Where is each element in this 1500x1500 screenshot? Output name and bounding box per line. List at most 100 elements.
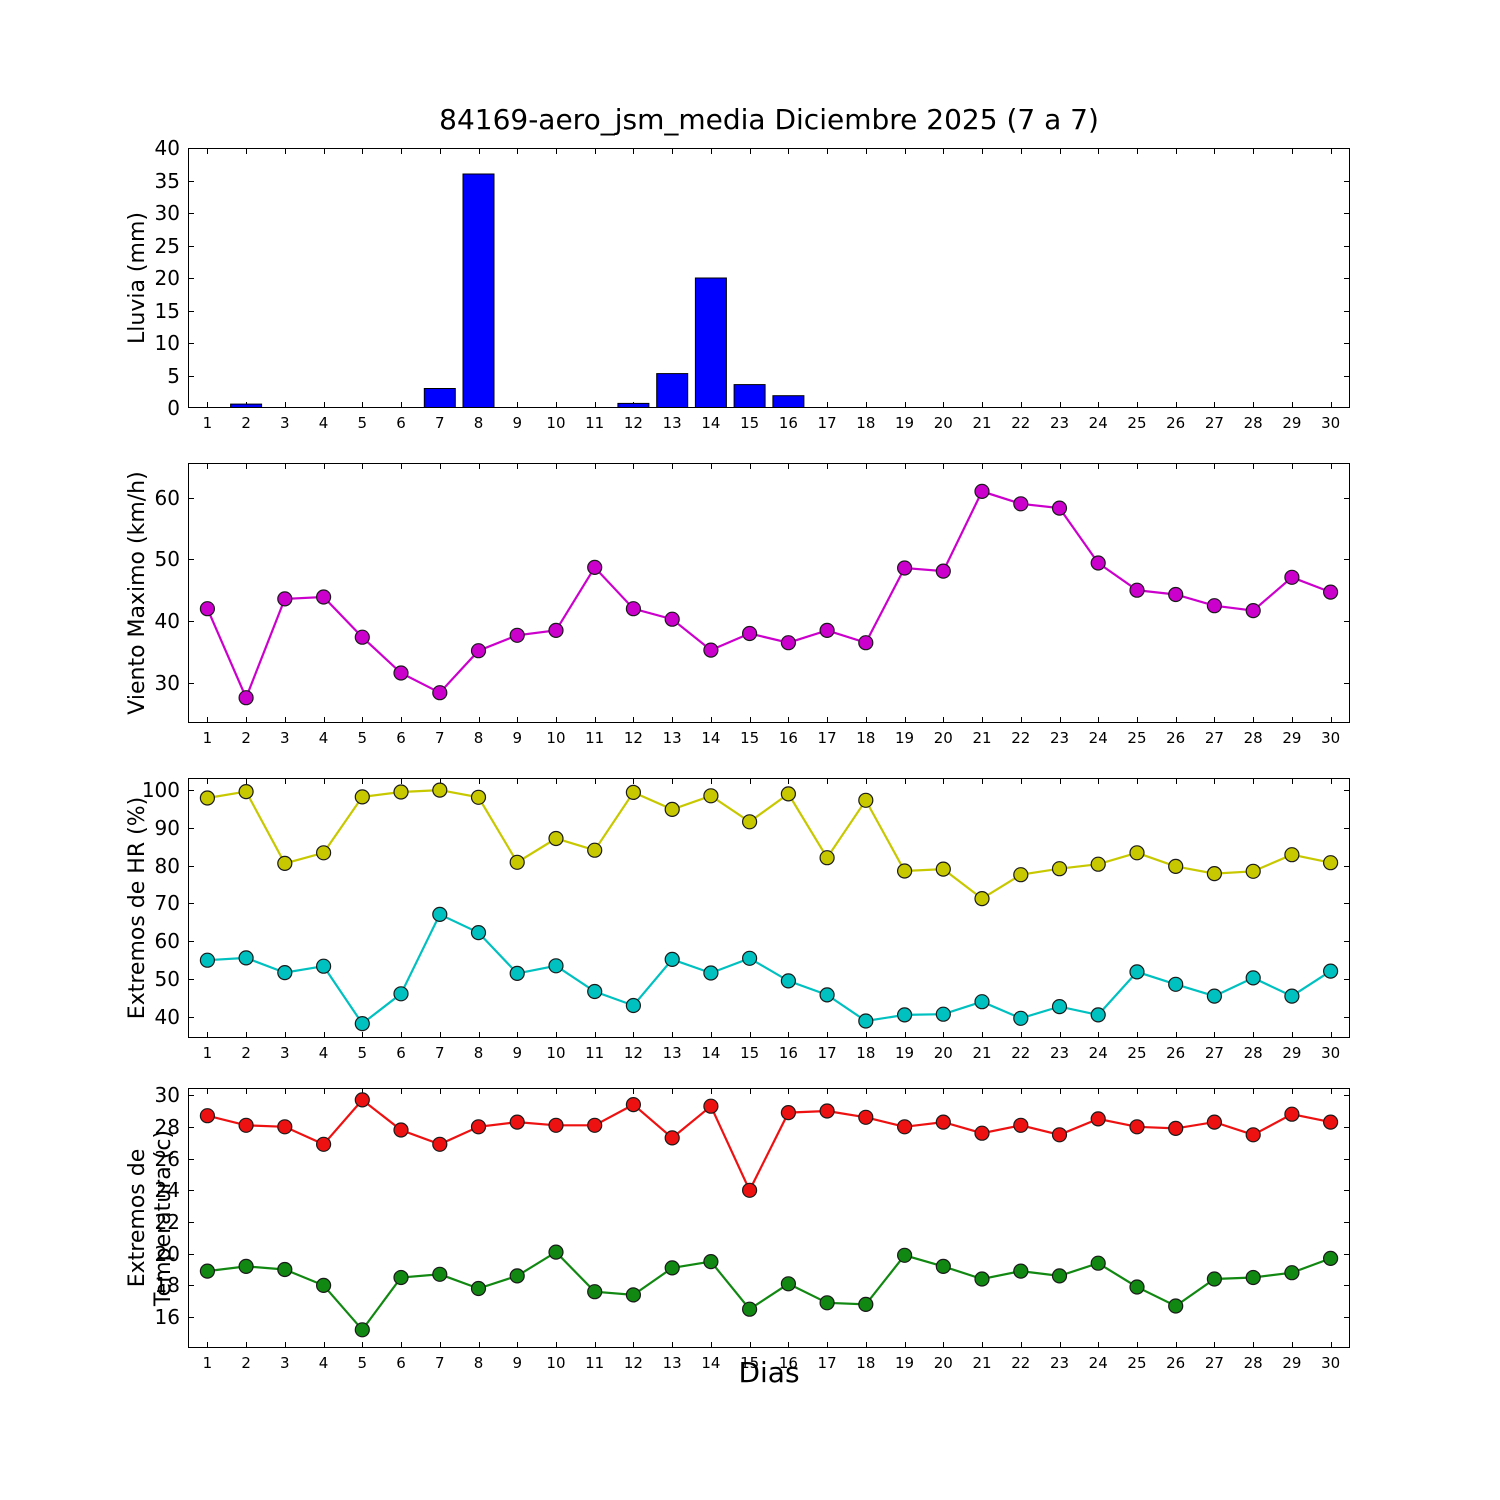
y-tick-label: 5 [167,363,180,388]
viento-maximo-point [741,625,758,642]
hr-max-point [393,784,409,800]
x-tick-label: 15 [740,1354,760,1372]
extremos-hr-canvas [188,778,1350,1038]
x-tick-label: 28 [1243,414,1263,432]
temp-min-point [199,1263,215,1279]
x-axis-label: Dias [738,1356,800,1389]
temp-min-point [1013,1263,1029,1279]
hr-max-point [1245,863,1261,879]
temp-min-point [625,1287,641,1303]
tick-marks [188,148,1350,408]
temp-min-point [509,1268,525,1284]
x-tick-label: 5 [357,729,368,747]
x-tick-label: 24 [1088,1354,1108,1372]
temp-max-point [1013,1117,1029,1133]
x-tick-label: 18 [856,414,876,432]
x-tick-label: 14 [701,729,721,747]
temp-max-point [703,1098,719,1114]
hr-min-point [1284,988,1300,1004]
viento-maximo-point [1090,555,1106,571]
lluvia-bar [733,384,766,408]
x-tick-label: 19 [895,729,915,747]
x-tick-label: 4 [318,1044,329,1062]
x-tick-label: 29 [1282,729,1302,747]
y-tick-label: 20 [154,266,180,290]
x-tick-label: 9 [512,1354,522,1372]
x-tick-label: 9 [512,414,522,432]
y-tick-label: 22 [154,1209,180,1234]
y-tick-label: 28 [154,1114,180,1139]
x-tick-label: 20 [933,1044,953,1062]
temp-max-point [393,1122,409,1138]
hr-max-point [277,855,293,872]
viento-maximo-point [703,642,719,658]
temp-max-point [896,1119,913,1135]
hr-max-point [470,789,487,805]
lluvia-bar [230,403,263,408]
temp-min-point [548,1244,564,1260]
viento-maximo-point [548,622,564,638]
x-tick-label: 4 [318,729,329,747]
hr-max-point [316,845,332,861]
x-tick-label: 30 [1321,1044,1341,1062]
hr-max-point [199,790,215,806]
x-tick-label: 4 [318,1354,329,1372]
x-tick-label: 8 [473,729,484,747]
viento-maximo-point [432,685,448,701]
hr-max-point [1051,861,1068,877]
viento-maximo-point [199,601,215,617]
x-tick-label: 13 [662,1354,682,1372]
x-tick-label: 13 [662,729,682,747]
hr-max-point [1013,867,1029,883]
x-tick-label: 14 [701,414,721,432]
x-tick-label: 13 [662,1044,682,1062]
x-tick-label: 12 [623,729,643,747]
x-tick-label: 2 [241,1354,251,1372]
temp-min-point [354,1322,370,1338]
x-tick-label: 8 [473,1354,484,1372]
hr-max-point [664,801,680,817]
hr-max-point [1284,847,1300,863]
viento-maximo-point [277,591,293,607]
temp-max-point [1129,1119,1145,1135]
x-tick-label: 21 [972,729,992,747]
hr-min-point [741,950,758,966]
hr-min-point [587,983,603,1000]
x-tick-label: 5 [357,1354,368,1372]
x-tick-label: 21 [972,414,992,432]
viento-maximo-point [1168,586,1184,603]
x-tick-label: 1 [202,1354,213,1372]
x-tick-label: 24 [1088,1044,1108,1062]
lluvia-canvas [188,148,1350,408]
lluvia-bar [772,395,805,408]
y-tick-label: 20 [154,1241,180,1266]
lluvia-plot: 1 2 3 4 5 6 7 8 9 10 11 12 13 14 15 16 17 18 19 20 21 22 23 24 2… [155,137,1350,432]
x-tick-label: 22 [1011,414,1031,432]
temp-min-point [1206,1271,1223,1287]
y-tick-label: 60 [154,929,180,954]
temp-max-point [238,1117,254,1133]
viento-maximo-point [1284,569,1300,585]
x-tick-label: 28 [1243,729,1263,747]
hr-max-point [354,789,370,805]
x-tick-label: 15 [740,1044,760,1062]
hr-min-point [935,1006,951,1022]
viento-maximo-point [470,643,487,659]
x-tick-label: 22 [1011,1354,1031,1372]
viento-maximo-point [316,589,332,605]
x-tick-label: 11 [585,729,605,747]
temp-max-point [1051,1127,1068,1143]
extremos-temperatura-canvas [188,1088,1350,1348]
temp-max-point [509,1114,525,1130]
hr-max-point [1168,858,1184,875]
x-tick-label: 1 [202,1044,213,1062]
lluvia-bar [462,173,495,408]
temp-max-point [277,1119,293,1135]
lluvia-bar [423,388,456,408]
x-tick-label: 17 [817,1044,837,1062]
x-tick-label: 20 [933,1354,953,1372]
hr-min-point [780,973,797,989]
x-tick-label: 12 [623,1354,643,1372]
x-tick-label: 8 [473,1044,484,1062]
